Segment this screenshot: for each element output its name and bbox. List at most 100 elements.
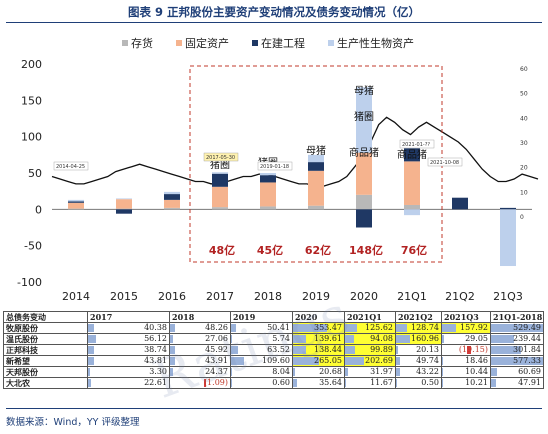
- databar: [170, 346, 176, 354]
- databar: [231, 379, 233, 387]
- databar: [442, 379, 443, 387]
- secondary-tick-label: 0: [520, 214, 524, 221]
- x-tick-label: 2018: [254, 290, 282, 303]
- growth-label: 45亿: [257, 243, 283, 257]
- debt-value: 31.97: [370, 367, 393, 377]
- databar: [442, 335, 445, 343]
- table-row: 温氏股份 56.12 27.06 5.74 139.61 94.08 160.96 29.05…: [3, 333, 544, 345]
- databar: [293, 379, 297, 387]
- table-row: 牧原股份 40.38 48.26 50.41 353.47 125.62 128.74 157…: [3, 322, 544, 334]
- databar: [345, 379, 346, 387]
- databar: [293, 357, 319, 365]
- bar-21Q3-series-2: [500, 207, 516, 210]
- databar: [170, 357, 175, 365]
- debt-value: 109.60: [262, 356, 290, 366]
- date-tag-bg: [257, 161, 293, 171]
- debt-value-cell: 10.21: [441, 377, 491, 389]
- debt-value: 49.74: [416, 356, 439, 366]
- debt-value: 40.38: [144, 323, 167, 333]
- legend-swatch-0: [122, 40, 128, 46]
- debt-value-cell: 43.91: [169, 355, 231, 367]
- databar: [231, 346, 239, 354]
- y-tick-label: -50: [24, 240, 42, 253]
- debt-value: 10.44: [465, 367, 488, 377]
- debt-value: 94.08: [370, 334, 393, 344]
- databar: [170, 324, 176, 332]
- debt-value-cell: (19.15): [441, 344, 491, 356]
- debt-value: 157.92: [460, 323, 488, 333]
- table-row: 新希望 43.81 43.91 109.60 265.05 202.69 49.74 18.4…: [3, 355, 544, 367]
- bar-2017-series-2: [212, 173, 228, 187]
- debt-value-cell: 38.74: [87, 344, 170, 356]
- bar-annotation: 猪圈: [210, 159, 230, 171]
- databar: [293, 324, 328, 332]
- databar: [88, 379, 92, 387]
- x-tick-label: 2020: [350, 290, 378, 303]
- bar-2018-series-3: [260, 173, 276, 176]
- databar: [88, 335, 97, 343]
- date-tag: 2021-10-08: [430, 160, 459, 166]
- databar: [396, 357, 401, 365]
- debt-value-cell: 125.62: [344, 322, 396, 334]
- table-header-cell: 2017: [87, 311, 170, 323]
- databar: [345, 368, 348, 376]
- databar: [203, 379, 206, 387]
- debt-value-cell: 50.41: [230, 322, 293, 334]
- x-tick-label: 2015: [110, 290, 138, 303]
- title-rule: [6, 22, 542, 23]
- bar-2019-series-3: [308, 154, 324, 163]
- debt-value: 35.64: [319, 378, 342, 388]
- company-name: 新希望: [3, 355, 88, 367]
- debt-value: 60.69: [518, 367, 541, 377]
- bar-2020-series-3: [356, 87, 372, 153]
- databar: [491, 346, 521, 354]
- debt-value: 11.67: [370, 378, 393, 388]
- debt-value: 125.62: [365, 323, 393, 333]
- y-tick-label: 0: [35, 203, 42, 216]
- bar-21Q1-series-0: [404, 204, 420, 210]
- table-row: 正邦科技 38.74 45.92 63.52 138.44 99.89 20.13 (19.1…: [3, 344, 544, 356]
- databar: [491, 324, 543, 332]
- debt-value-cell: 11.67: [344, 377, 396, 389]
- bar-21Q2-series-2: [452, 197, 468, 210]
- secondary-tick-label: 60: [520, 66, 528, 73]
- debt-value: 128.74: [411, 323, 439, 333]
- databar: [345, 335, 354, 343]
- growth-label: 62亿: [305, 243, 331, 257]
- growth-label: 48亿: [209, 243, 235, 257]
- databar: [293, 346, 307, 354]
- databar: [442, 324, 457, 332]
- x-tick-label: 2019: [302, 290, 330, 303]
- table-row: 大北农 22.61 (1.09) 0.60 35.64 11.67 0.50 10.21 47.…: [3, 377, 544, 389]
- databar: [231, 335, 233, 343]
- bar-2020-series-1: [356, 152, 372, 195]
- bar-2014-series-2: [68, 201, 84, 203]
- debt-value-cell: 99.89: [344, 344, 396, 356]
- debt-value-cell: 43.22: [395, 366, 442, 378]
- databar: [345, 346, 355, 354]
- bar-annotation: 母猪: [354, 85, 374, 97]
- debt-value: 56.12: [144, 334, 167, 344]
- debt-value: 265.05: [314, 356, 342, 366]
- databar: [170, 368, 173, 376]
- databar: [293, 335, 307, 343]
- debt-value-cell: 45.92: [169, 344, 231, 356]
- debt-value: 43.22: [416, 367, 439, 377]
- bar-2020-series-0: [356, 194, 372, 210]
- date-tag-bg: [399, 139, 435, 149]
- debt-value-cell: 0.50: [395, 377, 442, 389]
- table-header-cell: 2019: [230, 311, 293, 323]
- legend-label-2: 在建工程: [261, 36, 305, 50]
- bar-2017-series-0: [212, 207, 228, 210]
- debt-value: 301.84: [513, 345, 541, 355]
- company-name: 温氏股份: [3, 333, 88, 345]
- debt-value: 5.74: [272, 334, 290, 344]
- debt-value: 18.46: [465, 356, 488, 366]
- debt-value: 529.49: [513, 323, 541, 333]
- y-tick-label: 200: [21, 58, 42, 71]
- debt-value-cell: 29.05: [441, 333, 491, 345]
- legend-swatch-1: [176, 40, 182, 46]
- databar: [88, 368, 90, 376]
- legend-label-1: 固定资产: [185, 36, 229, 50]
- bar-2014-series-1: [68, 202, 84, 209]
